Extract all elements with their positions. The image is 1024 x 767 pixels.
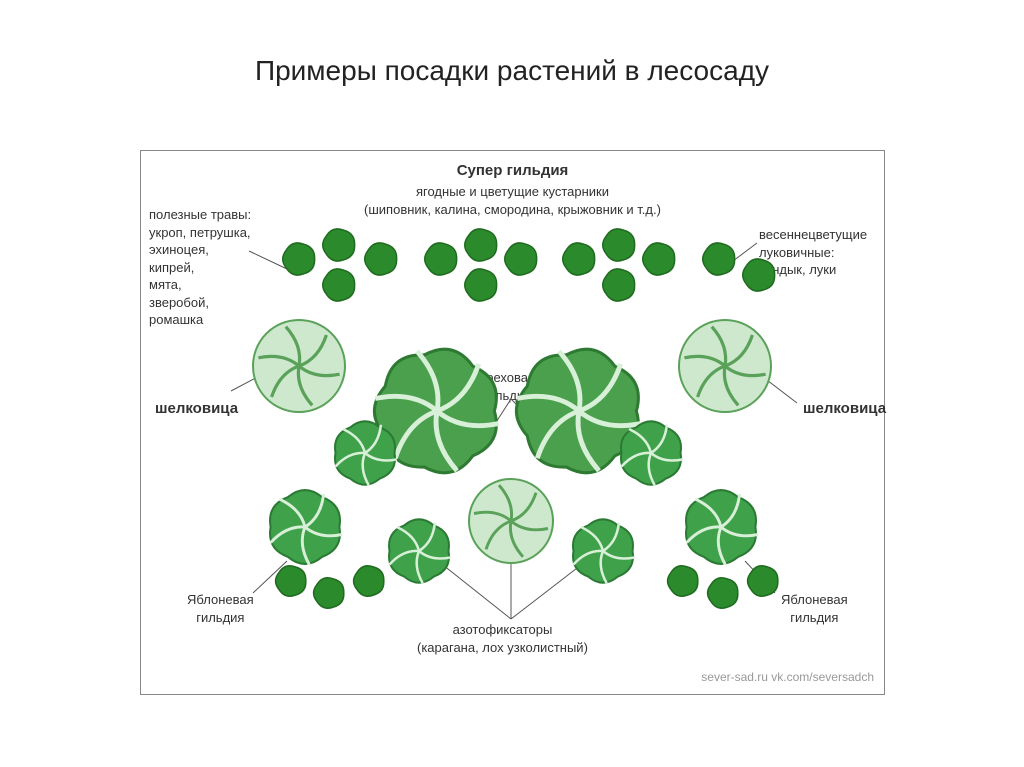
plant-small (596, 262, 642, 308)
plant-circle (249, 316, 349, 416)
plant-small (701, 571, 745, 615)
page-title: Примеры посадки растений в лесосаду (0, 0, 1024, 87)
plant-small (307, 571, 351, 615)
plant-small (347, 559, 391, 603)
plant-circle (675, 316, 775, 416)
diagram-title: Супер гильдия (141, 161, 884, 181)
plant-small (358, 236, 404, 282)
plant-small (498, 236, 544, 282)
label-herbs: полезные травы: укроп, петрушка, эхиноце… (149, 206, 251, 329)
plant-small (736, 252, 782, 298)
plant-small (741, 559, 785, 603)
plant-small (661, 559, 705, 603)
label-nfix: азотофиксаторы (карагана, лох узколистны… (417, 621, 588, 656)
label-apple-right: Яблоневая гильдия (781, 591, 848, 626)
credit-text: sever-sad.ru vk.com/seversadch (701, 670, 874, 684)
plant-small (636, 236, 682, 282)
diagram-frame: Супер гильдия ягодные и цветущие кустарн… (140, 150, 885, 695)
plant-circle (465, 475, 557, 567)
plant-small (458, 262, 504, 308)
label-mulberry-left: шелковица (155, 399, 238, 419)
diagram-subtitle: ягодные и цветущие кустарники (шиповник,… (141, 183, 884, 218)
label-mulberry-right: шелковица (803, 399, 886, 419)
plant-small (316, 262, 362, 308)
plant-medium (563, 511, 643, 591)
label-apple-left: Яблоневая гильдия (187, 591, 254, 626)
plant-medium (379, 511, 459, 591)
